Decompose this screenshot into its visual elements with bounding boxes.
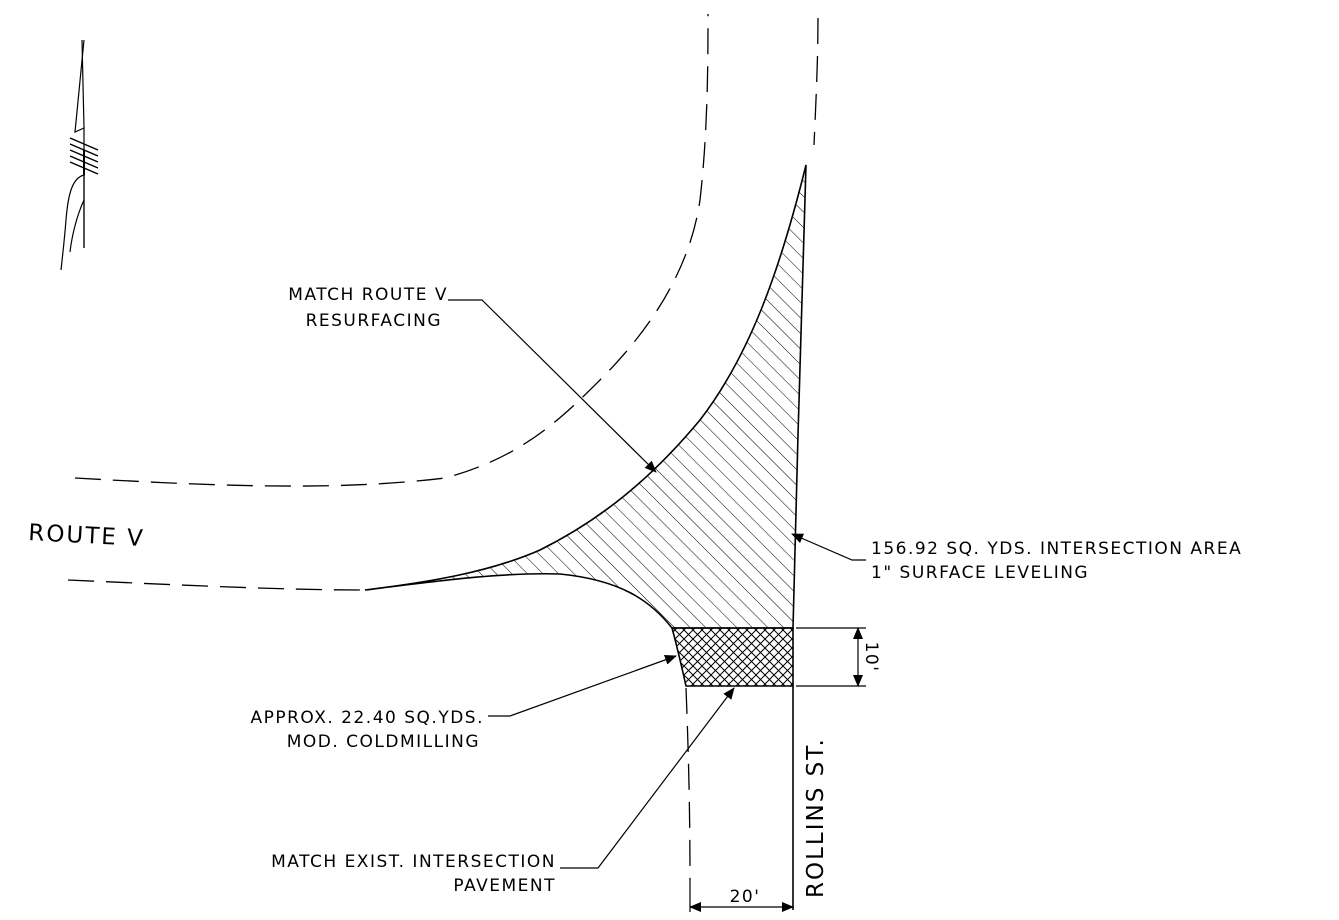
leader-intersection-area xyxy=(791,533,866,561)
leader-coldmilling xyxy=(488,655,677,717)
rollins-st-west-edge xyxy=(685,687,691,881)
label-match-exist-line1: MATCH EXIST. INTERSECTION xyxy=(271,852,556,872)
dimension-10ft-text: 10' xyxy=(861,642,881,673)
label-match-exist-line2: PAVEMENT xyxy=(453,876,556,896)
rollins-st-east-edge xyxy=(813,17,819,146)
label-coldmilling-line2: MOD. COLDMILLING xyxy=(287,732,480,752)
route-v-north-edge xyxy=(74,13,709,487)
label-coldmilling-line1: APPROX. 22.40 SQ.YDS. xyxy=(250,708,484,728)
dimension-20ft-text: 20' xyxy=(730,887,761,907)
label-match-route-v-line1: MATCH ROUTE V xyxy=(288,285,448,305)
label-area-line2: 1" SURFACE LEVELING xyxy=(871,563,1089,583)
dimension-10ft: 10' xyxy=(796,627,881,687)
leader-match-route-v xyxy=(448,299,657,473)
intersection-resurfacing-area xyxy=(364,164,807,629)
route-v-south-edge xyxy=(67,579,366,591)
label-match-route-v-line2: RESURFACING xyxy=(306,311,442,331)
north-arrow-icon xyxy=(60,39,99,271)
coldmilling-area xyxy=(670,627,794,687)
leader-match-exist xyxy=(560,687,735,869)
label-route-v: ROUTE V xyxy=(28,520,146,552)
dimension-20ft: 20' xyxy=(689,880,794,912)
label-area-line1: 156.92 SQ. YDS. INTERSECTION AREA xyxy=(871,539,1242,559)
label-rollins-st: ROLLINS ST. xyxy=(803,737,829,898)
